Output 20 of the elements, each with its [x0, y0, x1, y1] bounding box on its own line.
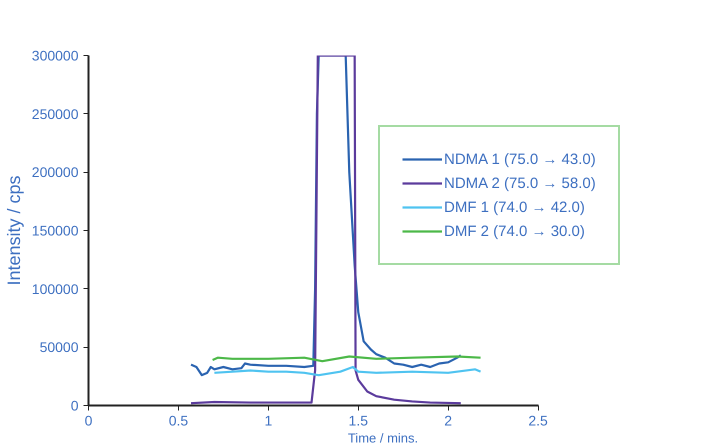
- x-tick-label: 1: [264, 412, 272, 428]
- legend-label: NDMA 1 (75.0 → 43.0): [444, 150, 596, 168]
- legend-label: DMF 1 (74.0 → 42.0): [444, 198, 585, 216]
- x-tick-label: 0: [84, 412, 93, 428]
- y-tick-label: 50000: [40, 339, 79, 356]
- y-tick-label: 100000: [32, 280, 79, 297]
- x-tick-label: 2.5: [528, 412, 548, 428]
- line-series: [213, 366, 482, 376]
- y-tick-label: 0: [70, 398, 79, 414]
- y-axis-title: Intensity / cps: [4, 175, 24, 286]
- x-tick-label: 1.5: [348, 412, 368, 428]
- y-tick-label: 300000: [32, 48, 79, 64]
- y-tick-label: 250000: [32, 106, 79, 122]
- x-tick-label: 0.5: [168, 412, 188, 428]
- legend-label: NDMA 2 (75.0 → 58.0): [444, 174, 596, 192]
- y-tick-label: 150000: [32, 222, 79, 238]
- legend-label: DMF 2 (74.0 → 30.0): [444, 222, 585, 240]
- y-tick-label: 200000: [32, 164, 79, 180]
- x-axis-title: Time / mins.: [348, 430, 418, 446]
- x-tick-label: 2: [444, 412, 452, 428]
